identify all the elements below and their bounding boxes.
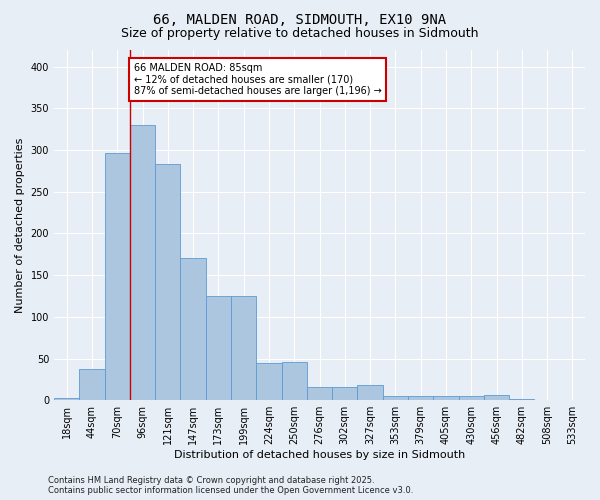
- Text: 66 MALDEN ROAD: 85sqm
← 12% of detached houses are smaller (170)
87% of semi-det: 66 MALDEN ROAD: 85sqm ← 12% of detached …: [134, 62, 382, 96]
- Bar: [358, 385, 383, 400]
- Bar: [509, 398, 535, 400]
- Bar: [155, 164, 181, 400]
- Bar: [281, 362, 307, 400]
- Bar: [458, 396, 484, 400]
- Y-axis label: Number of detached properties: Number of detached properties: [15, 138, 25, 313]
- Text: Size of property relative to detached houses in Sidmouth: Size of property relative to detached ho…: [121, 28, 479, 40]
- Bar: [484, 395, 509, 400]
- Bar: [332, 387, 358, 400]
- Bar: [433, 396, 458, 400]
- Bar: [206, 296, 231, 400]
- Bar: [408, 396, 433, 400]
- Bar: [130, 125, 155, 400]
- Bar: [54, 398, 79, 400]
- Bar: [231, 296, 256, 400]
- Bar: [307, 387, 332, 400]
- Bar: [256, 362, 281, 400]
- Bar: [383, 396, 408, 400]
- Bar: [104, 152, 130, 400]
- X-axis label: Distribution of detached houses by size in Sidmouth: Distribution of detached houses by size …: [174, 450, 465, 460]
- Bar: [79, 368, 104, 400]
- Text: 66, MALDEN ROAD, SIDMOUTH, EX10 9NA: 66, MALDEN ROAD, SIDMOUTH, EX10 9NA: [154, 12, 446, 26]
- Bar: [181, 258, 206, 400]
- Text: Contains HM Land Registry data © Crown copyright and database right 2025.
Contai: Contains HM Land Registry data © Crown c…: [48, 476, 413, 495]
